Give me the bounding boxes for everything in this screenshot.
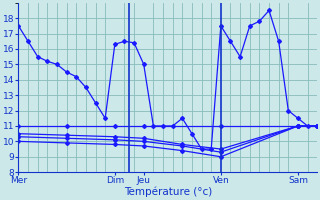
X-axis label: Température (°c): Température (°c) xyxy=(124,187,212,197)
